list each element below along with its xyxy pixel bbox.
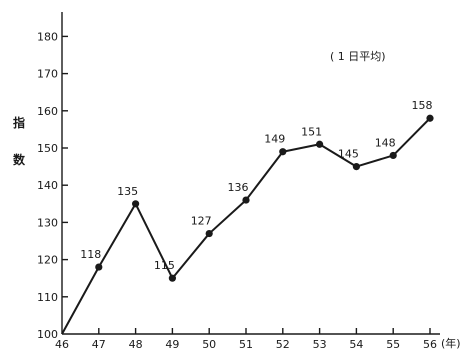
series: [61, 114, 434, 335]
data-label: 145: [338, 148, 359, 161]
y-tick-label: 180: [37, 30, 58, 43]
x-tick-label: 50: [202, 338, 216, 351]
chart-note: ( 1 日平均): [330, 50, 386, 63]
x-ticks: 46 47 48 49 50 51 52 53 54 55 56: [55, 328, 437, 351]
data-point: [132, 200, 140, 208]
x-tick-label: 46: [55, 338, 69, 351]
x-tick-label: 51: [239, 338, 253, 351]
data-label: 149: [264, 133, 285, 146]
x-tick-label: 49: [165, 338, 179, 351]
x-tick-label: 54: [349, 338, 363, 351]
data-label: 115: [154, 259, 175, 272]
data-point: [316, 140, 324, 148]
y-tick-label: 110: [37, 291, 58, 304]
data-label: 158: [412, 99, 433, 112]
x-axis-unit: (年): [441, 336, 461, 350]
x-tick-label: 48: [129, 338, 143, 351]
y-axis-title-char-1: 指: [13, 115, 25, 130]
y-axis-title: 指 数: [13, 115, 26, 167]
data-point: [242, 196, 250, 204]
data-point: [279, 148, 287, 156]
data-point: [168, 274, 176, 282]
x-tick-label: 47: [92, 338, 106, 351]
axes: [61, 12, 440, 335]
data-label: 135: [117, 185, 138, 198]
data-point: [426, 114, 434, 122]
data-label: 148: [375, 136, 396, 149]
data-point: [352, 163, 360, 171]
data-label: 127: [191, 215, 212, 228]
x-tick-label: 52: [276, 338, 290, 351]
x-tick-label: 53: [313, 338, 327, 351]
y-tick-label: 170: [37, 68, 58, 81]
y-axis-title-char-2: 数: [13, 152, 26, 167]
data-point: [205, 229, 213, 238]
y-tick-label: 100: [37, 328, 58, 341]
y-tick-label: 160: [37, 105, 58, 118]
data-label: 118: [80, 248, 101, 261]
y-tick-label: 150: [37, 142, 58, 155]
y-tick-label: 120: [37, 254, 58, 267]
y-tick-label: 130: [37, 216, 58, 229]
data-label: 136: [228, 181, 249, 194]
y-tick-label: 140: [37, 179, 58, 192]
data-label: 151: [301, 125, 322, 138]
x-tick-label: 56: [423, 338, 437, 351]
data-point: [95, 263, 103, 271]
series-line: [61, 117, 431, 335]
data-labels: 118 135 115 127 136 149 151 145 148 158: [80, 99, 432, 272]
x-tick-label: 55: [386, 338, 400, 351]
y-ticks: 100 110 120 130 140 150 160 170 180: [37, 30, 68, 341]
data-point: [389, 151, 397, 160]
